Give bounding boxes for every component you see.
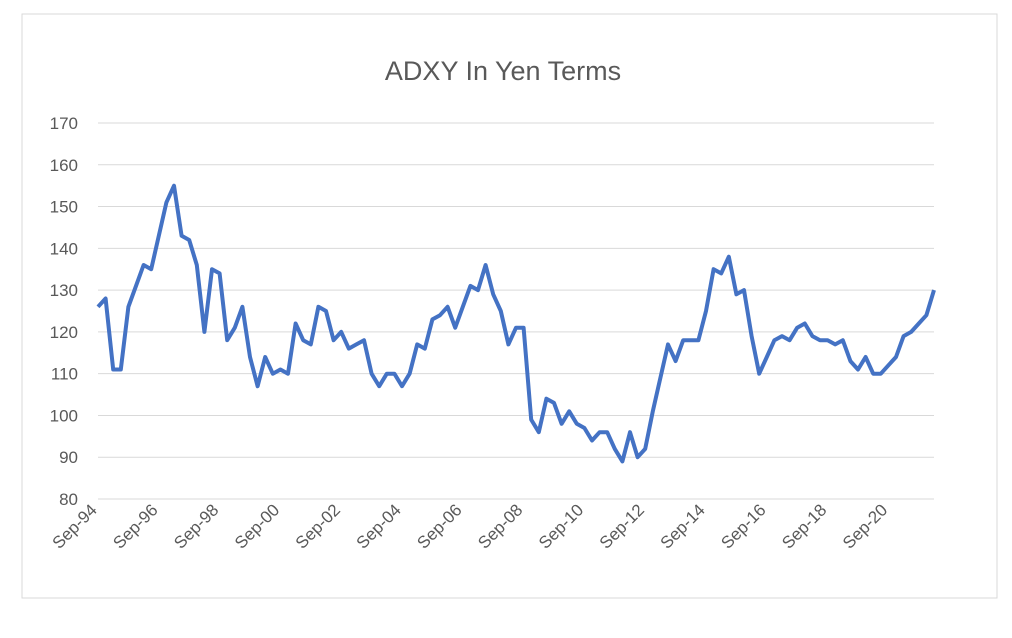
y-tick-label: 150: [50, 198, 78, 217]
y-tick-label: 140: [50, 239, 78, 258]
chart-title: ADXY In Yen Terms: [385, 56, 621, 86]
y-tick-label: 130: [50, 281, 78, 300]
data-line: [96, 183, 936, 464]
y-tick-label: 90: [59, 448, 78, 467]
chart-frame: [21, 13, 998, 599]
y-tick-label: 170: [50, 114, 78, 133]
y-tick-label: 160: [50, 156, 78, 175]
y-tick-label: 120: [50, 323, 78, 342]
y-tick-label: 80: [59, 490, 78, 509]
y-tick-label: 100: [50, 406, 78, 425]
y-tick-label: 110: [51, 365, 78, 384]
